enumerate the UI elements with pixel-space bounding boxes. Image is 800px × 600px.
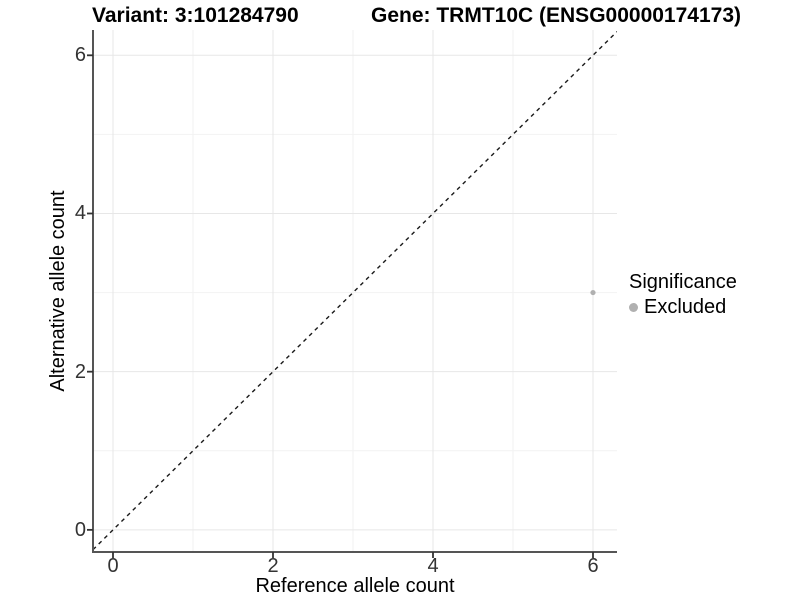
x-tick-label: 2: [267, 555, 279, 577]
y-tick-label: 2: [74, 360, 86, 383]
x-axis-title: Reference allele count: [255, 575, 455, 597]
legend-item-label: Excluded: [644, 296, 727, 318]
y-axis-title: Alternative allele count: [47, 190, 69, 392]
plot-title-variant: Variant: 3:101284790: [92, 4, 299, 27]
y-tick-label: 6: [74, 44, 86, 67]
x-tick-label: 4: [427, 555, 439, 577]
plot-panel: [87, 30, 617, 558]
y-tick-label: 4: [74, 202, 86, 225]
legend-title: Significance: [629, 271, 737, 293]
x-tick-label: 6: [587, 555, 599, 577]
data-point: [590, 289, 596, 296]
plot-title-gene: Gene: TRMT10C (ENSG00000174173): [371, 4, 741, 27]
identity-reference-line: [93, 31, 617, 551]
axis-lines: [92, 30, 617, 553]
x-tick-label: 0: [107, 555, 119, 577]
legend-point-icon: [629, 303, 638, 312]
legend-item-excluded: Excluded: [629, 296, 737, 319]
y-tick-label: 0: [74, 518, 86, 541]
legend: Significance Excluded: [629, 271, 737, 319]
scatter-plot-svg: [87, 30, 617, 558]
